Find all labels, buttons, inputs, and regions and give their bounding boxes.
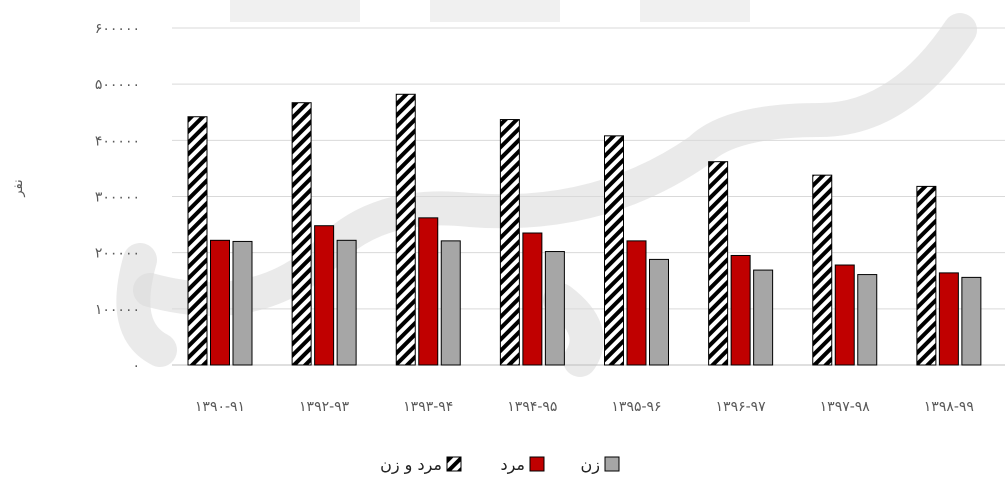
y-tick-label: ۶۰۰۰۰۰ xyxy=(95,21,140,37)
bar-series-3 xyxy=(232,240,253,366)
x-axis-ticks: ۱۳۹۰-۹۱ ۱۳۹۲-۹۳ ۱۳۹۳-۹۴ ۱۳۹۴-۹۵ ۱۳۹۵-۹۶ ۱۳۹۶-… xyxy=(195,399,974,415)
legend-swatch xyxy=(604,456,620,472)
y-tick-label: ۰ xyxy=(132,358,140,374)
legend-label: زن xyxy=(581,455,600,475)
bar-series-1 xyxy=(499,119,520,366)
bar-series-3 xyxy=(649,258,669,366)
x-tick-label: ۱۳۹۲-۹۳ xyxy=(299,399,350,415)
y-tick-label: ۳۰۰۰۰۰ xyxy=(95,190,140,206)
bar-series-2 xyxy=(730,254,751,366)
bar-series-1 xyxy=(291,102,312,366)
legend-item-3: زن xyxy=(581,455,620,475)
legend-swatch xyxy=(529,456,545,472)
x-tick-label: ۱۳۹۵-۹۶ xyxy=(611,399,661,415)
x-tick-label: ۱۳۹۶-۹۷ xyxy=(716,399,767,415)
y-axis-label: نفر xyxy=(11,179,26,197)
y-tick-label: ۵۰۰۰۰۰ xyxy=(95,77,140,93)
bar-series-1 xyxy=(812,174,833,366)
bar-series-1 xyxy=(708,161,729,366)
bar-series-3 xyxy=(753,269,774,366)
y-tick-label: ۲۰۰۰۰۰ xyxy=(95,246,140,262)
bar-series-1 xyxy=(187,116,208,366)
x-tick-label: ۱۳۹۳-۹۴ xyxy=(403,399,453,415)
x-tick-label: ۱۳۹۴-۹۵ xyxy=(507,399,557,415)
y-tick-label: ۱۰۰۰۰۰ xyxy=(95,302,140,318)
bar-series-2 xyxy=(522,232,543,366)
x-tick-label: ۱۳۹۸-۹۹ xyxy=(924,399,974,415)
bar-series-3 xyxy=(336,239,357,366)
bars xyxy=(187,93,982,366)
legend-item-2: مرد xyxy=(500,455,545,475)
legend: مرد و زن مرد زن xyxy=(380,455,620,475)
legend-label: مرد xyxy=(500,455,525,475)
x-tick-label: ۱۳۹۰-۹۱ xyxy=(195,399,245,415)
y-tick-label: ۴۰۰۰۰۰ xyxy=(95,133,140,149)
bar-series-2 xyxy=(210,239,230,366)
bar-series-1 xyxy=(916,185,937,366)
legend-swatch xyxy=(446,456,462,472)
x-tick-label: ۱۳۹۷-۹۸ xyxy=(820,399,871,415)
bar-series-2 xyxy=(834,264,855,366)
bar-series-1 xyxy=(395,93,416,366)
bar-series-2 xyxy=(626,240,647,366)
bar-series-2 xyxy=(938,272,959,366)
bar-series-3 xyxy=(440,240,461,366)
bar-series-2 xyxy=(418,217,439,366)
bar-series-1 xyxy=(604,135,624,366)
legend-label: مرد و زن xyxy=(380,455,442,475)
legend-item-1: مرد و زن xyxy=(380,455,462,475)
bar-series-3 xyxy=(544,251,565,366)
y-axis-ticks: ۰ ۱۰۰۰۰۰ ۲۰۰۰۰۰ ۳۰۰۰۰۰ ۴۰۰۰۰۰ ۵۰۰۰۰۰ ۶۰۰۰۰۰ xyxy=(95,21,140,374)
bar-series-2 xyxy=(314,225,335,366)
bar-series-3 xyxy=(961,276,982,366)
bar-series-3 xyxy=(857,274,878,366)
